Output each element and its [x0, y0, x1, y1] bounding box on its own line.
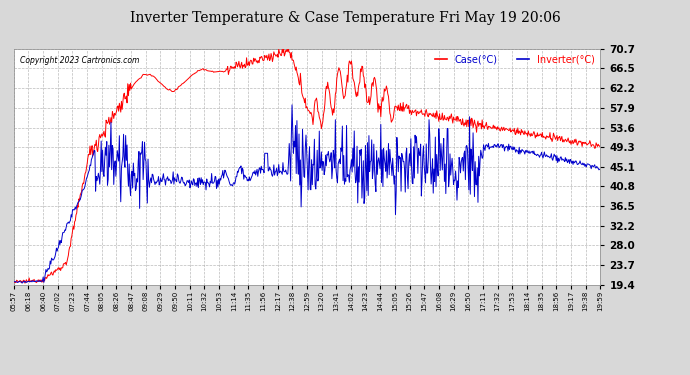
Text: Copyright 2023 Cartronics.com: Copyright 2023 Cartronics.com	[19, 56, 139, 65]
Text: Inverter Temperature & Case Temperature Fri May 19 20:06: Inverter Temperature & Case Temperature …	[130, 11, 560, 25]
Legend: Case(°C), Inverter(°C): Case(°C), Inverter(°C)	[431, 51, 598, 69]
